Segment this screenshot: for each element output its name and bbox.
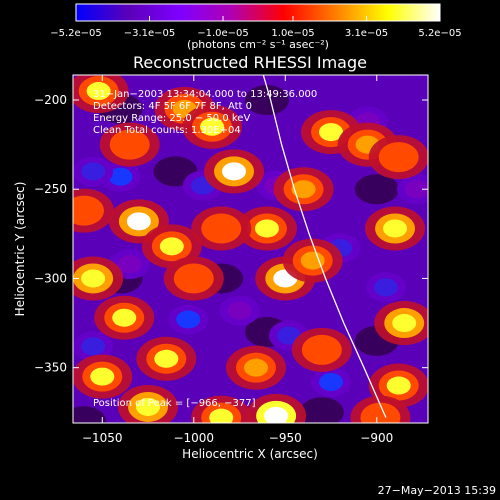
cold-spot [108,167,133,186]
colorbar-ticks: −5.2e−05 −3.1e−05 −1.0e−05 1.0e−05 3.1e−05 5.… [50,16,462,39]
hot-spot-core [90,367,115,386]
dark-region [354,174,399,205]
colorbar-tick-label: −1.0e−05 [197,28,249,39]
hot-spot-core [243,358,268,377]
hot-spot-core [386,376,411,395]
colorbar-tick-label: 1.0e−05 [271,28,314,39]
hot-spot-core [154,349,179,368]
peak-position-label: Position of Peak = [−966, −377] [93,398,256,409]
y-axis-label: Heliocentric Y (arcsec) [13,182,27,317]
hot-spot-core [368,408,393,423]
plot-frame [72,74,429,424]
hot-spot-core [383,219,408,238]
x-tick-label: −900 [360,431,393,445]
cold-spot [373,278,398,297]
dark-region [244,84,289,115]
colorbar-tick-label: −5.2e−05 [50,28,102,39]
hot-spot-core [264,406,289,423]
cold-spot [81,162,106,181]
hot-spot-core [319,123,344,142]
x-tick-label: −1050 [82,431,123,445]
colorbar-tick-label: −3.1e−05 [124,28,176,39]
hot-spot-core [81,269,106,288]
hot-spot-core [117,135,142,154]
cold-spot [81,337,106,356]
cold-spot [319,372,344,391]
annotation-clean: Clean Total counts: 1.30E+04 [93,125,241,136]
hot-spot-core [136,397,161,416]
hot-spot-core [222,162,247,181]
hot-spot-core [300,251,325,270]
heatmap-image [73,75,428,423]
hot-spot-core [392,314,417,333]
y-tick-label: −300 [34,271,67,285]
dark-region [73,406,106,423]
cold-spot [176,310,201,329]
hot-spot-core [386,148,411,167]
hot-spot-core [159,237,184,256]
y-tick-label: −350 [34,361,67,375]
colorbar [75,3,441,22]
annotation-time: 31−Jan−2003 13:34:04.000 to 13:49:36.000 [93,89,317,100]
hot-spot-core [254,219,279,238]
hot-spot-core [73,201,96,220]
cold-spot [276,326,301,345]
footer-timestamp: 27−May−2013 15:39 [378,484,496,497]
chart-title: Reconstructed RHESSI Image [133,53,367,72]
hot-spot-core [86,82,111,101]
annotation-block: 31−Jan−2003 13:34:04.000 to 13:49:36.000… [93,89,317,136]
y-tick-label: −250 [34,182,67,196]
x-axis-label: Heliocentric X (arcsec) [182,447,318,461]
hot-spot-core [209,219,234,238]
annotation-energy: Energy Range: 25.0 − 50.0 keV [93,113,250,124]
y-tick-label: −200 [34,93,67,107]
cold-spot [117,255,142,274]
hot-spot-core [126,212,151,231]
dark-region [299,397,344,423]
annotation-detectors: Detectors: 4F 5F 6F 7F 8F, Att 0 [93,101,252,112]
hot-spot-core [209,408,234,423]
hot-spot-core [181,269,206,288]
hot-spot-core [200,117,225,136]
hot-spot-core [112,308,137,327]
hot-spot-core [309,340,334,359]
axis-ticks: −1050 −1000 −950 −900 −350 −300 −250 −200 [34,75,428,445]
cold-spot [227,301,252,320]
colorbar-tick-label: 5.2e−05 [418,28,461,39]
colorbar-unit-label: (photons cm⁻² s⁻¹ asec⁻²) [187,38,329,51]
x-tick-label: −1000 [173,431,214,445]
hot-spot-core [291,180,316,199]
solar-limb-line [262,75,387,418]
x-tick-label: −950 [269,431,302,445]
cold-spot [405,180,428,199]
colorbar-tick-label: 3.1e−05 [345,28,388,39]
